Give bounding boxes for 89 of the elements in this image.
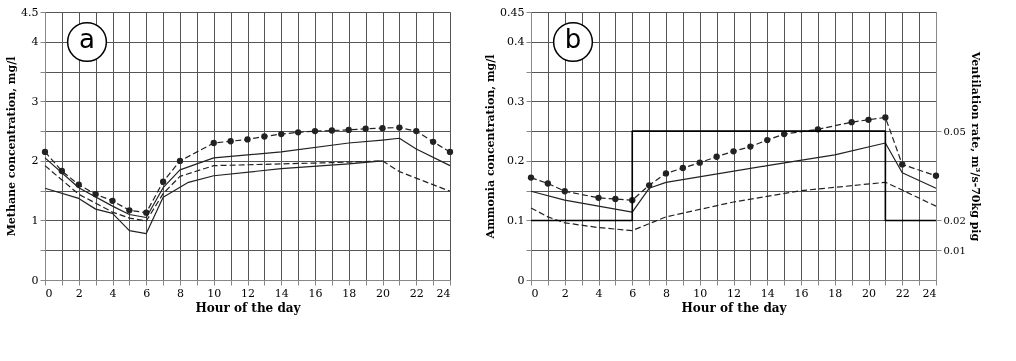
y-tick-label: 2 [31, 154, 39, 168]
point [544, 180, 552, 187]
point [747, 143, 754, 150]
point [848, 119, 855, 126]
y2-tick-label: 0.01 [943, 244, 966, 256]
point [210, 139, 217, 147]
y-tick-label: 0.45 [500, 5, 525, 19]
y-axis-title: Ammonia concentration, mg/l [484, 54, 498, 240]
point [865, 116, 872, 123]
x-tick-label: 6 [143, 286, 151, 300]
annotation: a [79, 24, 95, 54]
x-tick-label: 20 [862, 286, 876, 300]
point [244, 136, 251, 143]
y-tick-label: 4.5 [21, 5, 39, 19]
point [227, 138, 234, 145]
point [932, 172, 940, 179]
x-tick-label: 16 [794, 286, 809, 300]
point [527, 174, 535, 181]
point [261, 133, 268, 140]
point [429, 138, 437, 145]
x-axis-title: Hour of the day [195, 300, 302, 315]
line-series [530, 181, 937, 232]
point [899, 161, 906, 168]
y2-tick-label: 0.02 [943, 214, 966, 226]
y-tick-label: 0.2 [507, 154, 525, 168]
point [662, 170, 670, 177]
point [345, 126, 352, 134]
line-series [530, 142, 937, 213]
x-tick-label: 18 [828, 286, 843, 300]
y-tick-label: 0.1 [507, 213, 525, 227]
x-tick-label: 4 [109, 286, 117, 300]
point [730, 148, 737, 155]
point [41, 148, 49, 156]
point [696, 159, 703, 166]
y-tick-label: 0.4 [507, 35, 525, 49]
point [294, 129, 302, 136]
x-tick-label: 8 [663, 286, 670, 300]
point [379, 124, 386, 132]
x-tick-label: 12 [727, 286, 741, 300]
point [278, 130, 285, 138]
point [362, 125, 369, 132]
y-tick-label: 1 [31, 213, 39, 227]
y-tick-label: 4 [31, 35, 39, 49]
point [713, 153, 720, 160]
y-tick-label: 0 [517, 273, 525, 287]
point [176, 157, 184, 165]
y-tick-label: 0.3 [507, 94, 525, 108]
x-tick-label: 24 [922, 286, 937, 300]
x-tick-label: 14 [274, 286, 289, 300]
point [561, 188, 568, 195]
point [92, 191, 99, 198]
y2-tick-label: 0.05 [943, 125, 966, 137]
point [882, 114, 889, 121]
x-tick-label: 22 [895, 286, 910, 300]
point [612, 195, 619, 203]
y-axis-title: Methane concentration, mg/l [5, 56, 19, 237]
x-tick-label: 16 [308, 286, 323, 300]
point [645, 182, 653, 189]
x-tick-label: 22 [409, 286, 424, 300]
x-tick-label: 0 [45, 286, 53, 300]
y2-axis-title: Ventilation rate, m³/s-70kg pig [968, 50, 982, 242]
point [413, 127, 420, 135]
x-tick-label: 18 [342, 286, 357, 300]
point [109, 197, 116, 204]
x-tick-label: 6 [629, 286, 637, 300]
point [126, 207, 133, 214]
x-tick-label: 10 [207, 286, 222, 300]
annotation: b [564, 24, 582, 54]
x-tick-label: 0 [531, 286, 539, 300]
point [159, 178, 167, 185]
point [311, 127, 319, 135]
y-tick-label: 0 [31, 273, 39, 287]
x-tick-label: 20 [376, 286, 390, 300]
point [679, 164, 687, 172]
x-tick-label: 14 [760, 286, 775, 300]
point [328, 127, 336, 134]
x-tick-label: 4 [595, 286, 603, 300]
x-tick-label: 8 [177, 286, 184, 300]
x-tick-label: 2 [75, 286, 83, 300]
point [396, 124, 403, 131]
x-tick-label: 12 [241, 286, 255, 300]
x-tick-label: 2 [561, 286, 569, 300]
x-tick-label: 10 [693, 286, 708, 300]
point [764, 136, 771, 144]
point [595, 194, 602, 201]
y-tick-label: 3 [31, 94, 39, 108]
x-tick-label: 24 [436, 286, 451, 300]
x-axis-title: Hour of the day [681, 300, 788, 315]
point [446, 148, 454, 156]
